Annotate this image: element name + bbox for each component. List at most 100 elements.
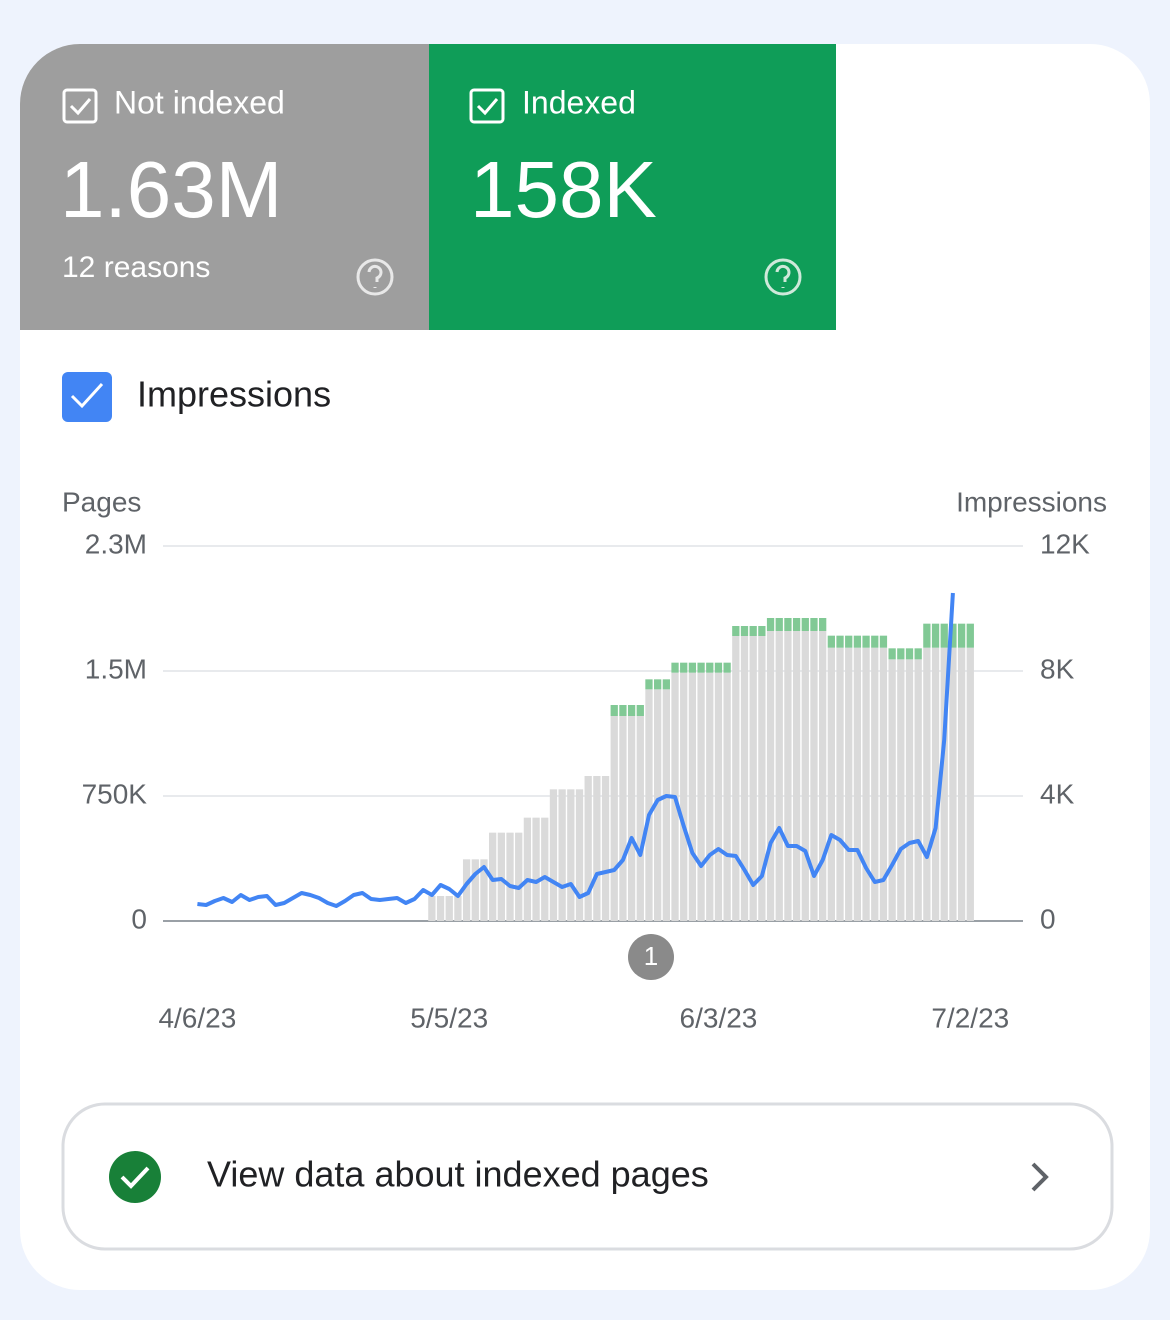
bar-segment	[819, 631, 827, 921]
y-tick-label: 2.3M	[85, 528, 147, 559]
checkbox-icon	[469, 88, 505, 124]
bar-segment	[758, 626, 766, 636]
card-label: Not indexed	[114, 84, 285, 120]
bar-segment	[471, 859, 479, 921]
bar-segment	[619, 716, 627, 921]
bar-segment	[775, 631, 783, 921]
bar-segment	[636, 705, 644, 716]
bar-segment	[957, 647, 966, 921]
card	[20, 44, 1150, 1290]
view-indexed-button[interactable]: View data about indexed pages	[61, 1102, 1114, 1251]
bar-segment	[567, 789, 575, 921]
bar-segment	[862, 635, 870, 648]
bar-segment	[888, 659, 896, 921]
y-tick-label: 1.5M	[85, 653, 147, 684]
bar-segment	[966, 623, 974, 648]
bar-segment	[584, 776, 592, 921]
y2-tick-label: 4K	[1040, 778, 1075, 809]
bar-segment	[845, 647, 853, 921]
bar-segment	[827, 635, 835, 648]
bar-segment	[801, 631, 809, 921]
bar-segment	[680, 672, 688, 921]
bar-segment	[758, 636, 766, 921]
bar-segment	[575, 789, 584, 921]
bar-segment	[610, 705, 618, 716]
bar-segment	[766, 631, 775, 921]
bar-segment	[723, 662, 731, 673]
bar-segment	[697, 672, 705, 921]
bar-segment	[654, 689, 662, 921]
bar-segment	[931, 647, 940, 921]
bar-segment	[923, 623, 931, 648]
bar-segment	[428, 896, 436, 921]
help-glyph	[367, 264, 383, 288]
bar-segment	[923, 647, 931, 921]
bar-segment	[680, 662, 688, 673]
button-bg	[61, 1102, 1114, 1251]
bar-segment	[897, 659, 905, 921]
check-icon	[70, 382, 104, 409]
button-label: View data about indexed pages	[207, 1154, 709, 1195]
success-icon	[109, 1151, 161, 1203]
bar-segment	[732, 626, 740, 636]
bar-segment	[497, 832, 505, 921]
annotation-marker[interactable]	[628, 934, 674, 980]
bar-segment	[853, 635, 862, 648]
bar-segment	[506, 832, 514, 921]
x-tick-label: 4/6/23	[158, 1002, 236, 1033]
y2-axis-title: Impressions	[956, 486, 1107, 517]
bar-segment	[845, 635, 853, 648]
bar-segment	[810, 631, 818, 921]
bar-segment	[627, 716, 636, 921]
bar-segment	[619, 705, 627, 716]
check-icon	[120, 1166, 150, 1189]
bar-segment	[871, 635, 879, 648]
x-tick-label: 7/2/23	[931, 1002, 1009, 1033]
bar-segment	[645, 689, 653, 921]
card-value: 158K	[470, 145, 657, 234]
help-icon[interactable]	[764, 258, 802, 296]
bar-segment	[627, 705, 636, 716]
bar-segment	[784, 618, 792, 631]
bar-segment	[879, 635, 888, 648]
y2-tick-label: 0	[1040, 903, 1056, 934]
not-indexed-card[interactable]: Not indexed 1.63M 12 reasons	[20, 44, 429, 330]
impressions-line	[197, 592, 955, 908]
bar-segment	[966, 647, 974, 921]
bar-segment	[480, 859, 488, 921]
bar-segment	[827, 647, 835, 921]
bar-segment	[697, 662, 705, 673]
bar-segment	[732, 636, 740, 921]
indexed-card[interactable]: Indexed 158K	[429, 44, 836, 330]
help-glyph	[775, 264, 791, 288]
y-tick-label: 0	[131, 903, 147, 934]
x-tick-label: 5/5/23	[410, 1002, 488, 1033]
bar-segment	[532, 817, 540, 921]
bar-segment	[749, 626, 757, 636]
bar-segment	[792, 618, 801, 631]
x-tick-label: 6/3/23	[680, 1002, 758, 1033]
bar-segment	[836, 647, 844, 921]
bar-segment	[957, 623, 966, 648]
bar-segment	[905, 659, 914, 921]
bar-segment	[445, 896, 453, 921]
bar-segment	[515, 832, 523, 921]
bar-segment	[897, 648, 905, 660]
check-icon	[476, 98, 499, 116]
bar-segment	[714, 672, 723, 921]
checkbox-icon	[62, 88, 98, 124]
bar-segment	[601, 776, 610, 921]
bar-segment	[775, 618, 783, 631]
chevron-icon	[1031, 1162, 1049, 1192]
card-label: Indexed	[522, 84, 636, 120]
bar-segment	[714, 662, 723, 673]
y2-tick-label: 12K	[1040, 528, 1090, 559]
help-icon[interactable]	[356, 258, 394, 296]
bar-segment	[792, 631, 801, 921]
impressions-toggle[interactable]: Impressions	[62, 372, 331, 422]
bar-segment	[914, 659, 922, 921]
bar-segment	[905, 648, 914, 660]
bar-segment	[662, 689, 670, 921]
y-tick-label: 750K	[82, 778, 148, 809]
bar-segment	[523, 817, 532, 921]
